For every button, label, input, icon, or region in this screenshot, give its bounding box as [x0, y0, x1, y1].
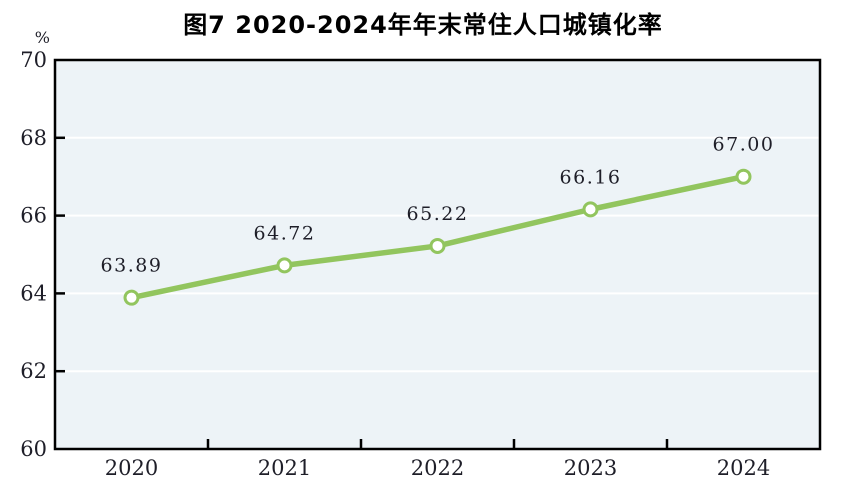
- y-axis-label-66: 66: [20, 204, 47, 228]
- chart-title: 图7 2020-2024年年末常住人口城镇化率: [183, 11, 663, 39]
- data-label-2023: 66.16: [560, 166, 622, 188]
- plot-area-background: [55, 60, 820, 449]
- data-label-2022: 65.22: [407, 203, 469, 225]
- data-point-2021: [276, 257, 293, 274]
- y-axis-unit-label: %: [34, 28, 50, 47]
- x-axis-label-2022: 2022: [411, 456, 464, 480]
- data-label-2021: 64.72: [254, 222, 316, 244]
- data-point-2024: [735, 168, 752, 185]
- x-axis-label-2024: 2024: [717, 456, 770, 480]
- x-axis-label-2023: 2023: [564, 456, 617, 480]
- y-axis-label-68: 68: [20, 126, 47, 150]
- x-axis-label-2020: 2020: [105, 456, 158, 480]
- y-axis-label-64: 64: [20, 281, 47, 305]
- y-axis-label-70: 70: [20, 48, 47, 72]
- x-axis-label-2021: 2021: [258, 456, 311, 480]
- data-label-2024: 67.00: [713, 134, 775, 156]
- data-label-2020: 63.89: [101, 255, 163, 277]
- y-axis-label-62: 62: [20, 359, 47, 383]
- data-point-2023: [582, 201, 599, 218]
- data-point-2022: [429, 237, 446, 254]
- plot-frame: [53, 58, 822, 451]
- data-point-2020: [123, 289, 140, 306]
- y-axis-label-60: 60: [20, 437, 47, 461]
